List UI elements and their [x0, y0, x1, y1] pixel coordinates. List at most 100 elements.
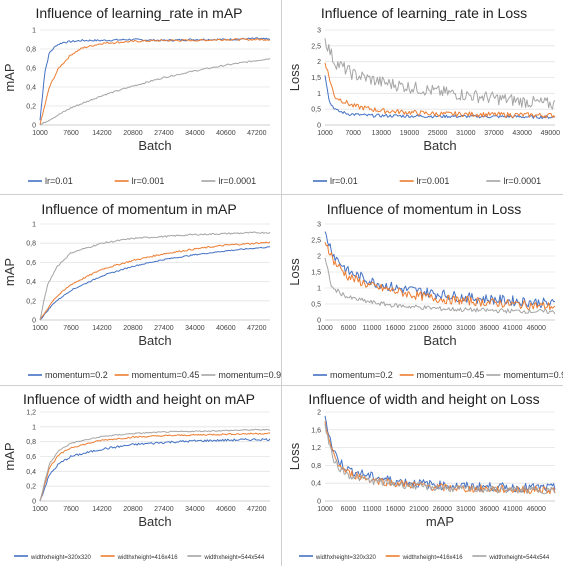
chart-title: Influence of width and height on mAP — [23, 391, 255, 407]
x-tick-label: 34000 — [185, 506, 205, 513]
y-tick-label: 0,4 — [26, 85, 36, 92]
x-tick-label: 1000 — [32, 506, 48, 513]
chart-panel-momentum-loss: Influence of momentum in Loss 0 0,5 1 1,5 2 2,… — [285, 196, 563, 384]
y-tick-label: 1 — [32, 28, 36, 35]
y-tick-label: 0 — [317, 318, 321, 325]
x-axis-label: Batch — [423, 138, 456, 153]
chart-momentum-map: Influence of momentum in mAP 0 0,2 0,4 0,6 0,… — [2, 201, 281, 380]
y-tick-label: 2,5 — [311, 238, 321, 245]
x-tick-label: 49000 — [541, 130, 561, 137]
chart-title: Influence of learning_rate in Loss — [321, 5, 527, 21]
x-tick-label: 41000 — [503, 325, 523, 332]
x-tick-label: 7600 — [63, 325, 79, 332]
x-tick-label: 40600 — [216, 130, 236, 137]
chart-title: Influence of learning_rate in mAP — [35, 5, 242, 21]
y-tick-label: 1,5 — [311, 270, 321, 277]
x-tick-label: 20800 — [123, 130, 143, 137]
chart-lr-map: Influence of learning_rate in mAP 0 0,2 0,4… — [2, 5, 271, 186]
x-tick-label: 36000 — [480, 506, 500, 513]
x-tick-label: 14200 — [92, 130, 112, 137]
x-tick-label: 40600 — [216, 325, 236, 332]
x-tick-label: 31000 — [456, 130, 476, 137]
series-line-3 — [324, 257, 556, 315]
series-line-2 — [39, 241, 271, 321]
x-tick-label: 19000 — [400, 130, 420, 137]
legend-label: widthxheight=416x416 — [117, 555, 179, 561]
legend-label: widthxheight=544x544 — [488, 555, 550, 561]
x-tick-label: 36000 — [480, 325, 500, 332]
x-axis-label: Batch — [138, 514, 171, 529]
legend-label: lr=0.01 — [330, 176, 358, 186]
chart-panel-momentum-map: Influence of momentum in mAP 0 0,2 0,4 0,6 0,… — [0, 196, 281, 384]
y-tick-label: 3 — [317, 28, 321, 35]
y-tick-label: 0,6 — [26, 454, 36, 461]
y-tick-label: 0,5 — [311, 302, 321, 309]
x-tick-label: 27400 — [154, 130, 174, 137]
y-tick-label: 0 — [317, 123, 321, 130]
y-axis-label: Loss — [287, 442, 302, 470]
chart-panel-size-map: Influence of width and height on mAP 0 0,2… — [0, 386, 278, 566]
chart-size-loss: Influence of width and height on Loss 0 0,… — [287, 391, 556, 561]
y-tick-label: 0,8 — [26, 439, 36, 446]
series-line-3 — [39, 428, 271, 501]
series-line-1 — [39, 438, 271, 502]
legend-label: widthxheight=416x416 — [402, 555, 464, 561]
x-axis-label: Batch — [138, 333, 171, 348]
x-tick-label: 6000 — [341, 325, 357, 332]
legend-label: momentum=0.9 — [503, 370, 563, 380]
y-tick-label: 0 — [32, 318, 36, 325]
y-tick-label: 0,8 — [311, 463, 321, 470]
legend-label: momentum=0.45 — [417, 370, 485, 380]
y-axis-label: mAP — [2, 442, 17, 470]
x-tick-label: 26000 — [433, 506, 453, 513]
x-axis-label: mAP — [426, 514, 454, 529]
y-tick-label: 2 — [317, 410, 321, 417]
x-tick-label: 1000 — [317, 506, 333, 513]
x-tick-label: 47200 — [247, 325, 267, 332]
series-line-2 — [324, 62, 556, 119]
x-tick-label: 7600 — [63, 506, 79, 513]
y-tick-label: 0,4 — [311, 481, 321, 488]
series-line-3 — [324, 38, 556, 110]
y-tick-label: 2 — [317, 254, 321, 261]
vertical-divider — [281, 0, 282, 566]
series-line-1 — [324, 415, 556, 493]
x-tick-label: 46000 — [526, 506, 546, 513]
x-tick-label: 11000 — [362, 325, 381, 332]
chart-panel-size-loss: Influence of width and height on Loss 0 0,… — [285, 386, 563, 566]
y-tick-label: 1,2 — [26, 410, 36, 417]
y-tick-label: 0 — [32, 123, 36, 130]
y-tick-label: 3 — [317, 222, 321, 229]
y-axis-label: mAP — [2, 63, 17, 91]
x-tick-label: 40600 — [216, 506, 236, 513]
y-tick-label: 1,2 — [311, 445, 321, 452]
legend-label: widthxheight=544x544 — [203, 555, 265, 561]
x-tick-label: 16000 — [386, 325, 406, 332]
chart-lr-loss: Influence of learning_rate in Loss 0 0,5 1 1… — [287, 5, 561, 186]
y-tick-label: 1 — [32, 222, 36, 229]
x-tick-label: 6000 — [341, 506, 357, 513]
series-line-3 — [39, 231, 271, 321]
y-tick-label: 0,2 — [26, 298, 36, 305]
x-tick-label: 20800 — [123, 506, 143, 513]
x-tick-label: 46000 — [526, 325, 546, 332]
legend-label: momentum=0.9 — [218, 370, 281, 380]
y-tick-label: 0 — [32, 499, 36, 506]
y-tick-label: 0,2 — [26, 484, 36, 491]
series-line-3 — [324, 423, 556, 495]
series-line-1 — [39, 246, 271, 321]
x-tick-label: 31000 — [456, 506, 476, 513]
x-axis-label: Batch — [423, 333, 456, 348]
x-tick-label: 47200 — [247, 130, 267, 137]
x-tick-label: 27400 — [154, 506, 174, 513]
series-line-2 — [39, 38, 271, 126]
y-tick-label: 0,2 — [26, 104, 36, 111]
x-tick-label: 27400 — [154, 325, 174, 332]
y-tick-label: 0,6 — [26, 260, 36, 267]
y-tick-label: 0,4 — [26, 469, 36, 476]
x-tick-label: 34000 — [185, 130, 205, 137]
x-tick-label: 14200 — [92, 506, 112, 513]
x-tick-label: 16000 — [386, 506, 406, 513]
x-tick-label: 31000 — [456, 325, 476, 332]
x-tick-label: 1000 — [317, 325, 333, 332]
